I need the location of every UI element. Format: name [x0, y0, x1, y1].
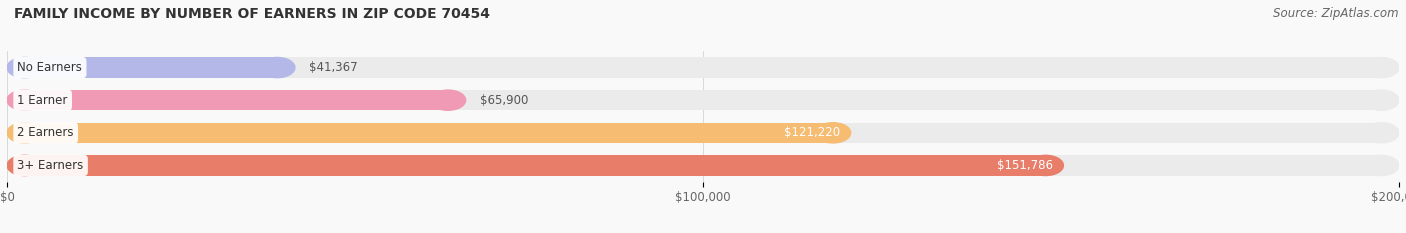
Ellipse shape: [1364, 123, 1399, 143]
Ellipse shape: [7, 58, 42, 78]
Bar: [25, 155, 1381, 175]
Ellipse shape: [7, 123, 42, 143]
Bar: [25, 123, 832, 143]
Bar: [25, 90, 449, 110]
Bar: [25, 123, 1381, 143]
Bar: [25, 58, 277, 78]
Ellipse shape: [7, 58, 42, 78]
Text: $151,786: $151,786: [997, 159, 1053, 172]
Ellipse shape: [7, 90, 42, 110]
Ellipse shape: [7, 155, 42, 175]
Text: $121,220: $121,220: [785, 126, 841, 139]
Ellipse shape: [1364, 155, 1399, 175]
Ellipse shape: [815, 123, 851, 143]
Ellipse shape: [1364, 58, 1399, 78]
Ellipse shape: [7, 123, 42, 143]
Ellipse shape: [7, 155, 42, 175]
Ellipse shape: [260, 58, 295, 78]
Ellipse shape: [1028, 155, 1063, 175]
Bar: [25, 155, 1046, 175]
Bar: [25, 90, 1381, 110]
Bar: [25, 58, 1381, 78]
Text: $65,900: $65,900: [479, 94, 529, 107]
Text: FAMILY INCOME BY NUMBER OF EARNERS IN ZIP CODE 70454: FAMILY INCOME BY NUMBER OF EARNERS IN ZI…: [14, 7, 491, 21]
Ellipse shape: [7, 90, 42, 110]
Text: 3+ Earners: 3+ Earners: [17, 159, 84, 172]
Text: 2 Earners: 2 Earners: [17, 126, 75, 139]
Ellipse shape: [430, 90, 465, 110]
Ellipse shape: [1364, 90, 1399, 110]
Text: $41,367: $41,367: [309, 61, 357, 74]
Text: 1 Earner: 1 Earner: [17, 94, 67, 107]
Text: No Earners: No Earners: [17, 61, 83, 74]
Text: Source: ZipAtlas.com: Source: ZipAtlas.com: [1274, 7, 1399, 20]
